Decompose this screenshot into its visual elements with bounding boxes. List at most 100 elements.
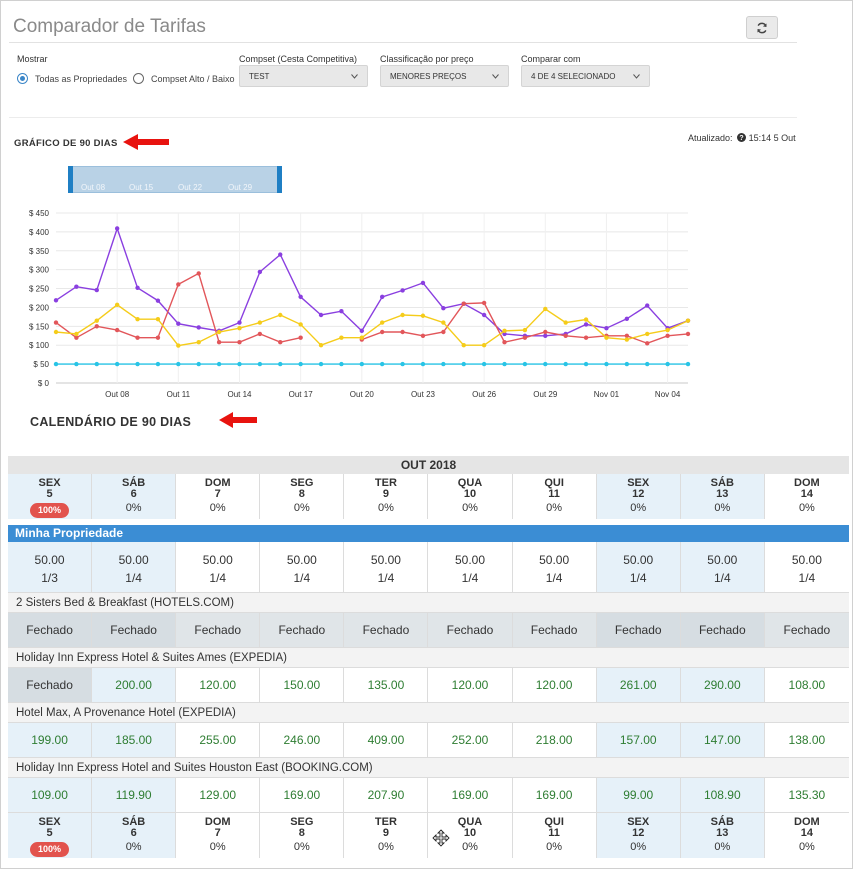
series-point xyxy=(176,361,181,367)
rate-cell[interactable]: 255.00 xyxy=(176,723,261,758)
rate-cell[interactable]: 99.00 xyxy=(596,778,681,813)
rate-cell[interactable]: 108.90 xyxy=(680,778,765,813)
series-point xyxy=(176,321,181,326)
refresh-button[interactable] xyxy=(746,16,778,39)
series-point xyxy=(481,300,487,306)
day-cell[interactable]: SEX 12 0% xyxy=(596,474,681,519)
compare-select[interactable]: 4 DE 4 SELECIONADO xyxy=(521,65,650,87)
rate-cell[interactable]: 120.00 xyxy=(512,668,597,703)
rate-cell[interactable]: 199.00 xyxy=(8,723,93,758)
day-cell[interactable]: DOM 7 0% xyxy=(176,474,261,519)
day-cell[interactable]: DOM 14 0% xyxy=(765,813,849,858)
series-point xyxy=(379,320,385,325)
my-rate-cell[interactable]: 50.00 1/4 xyxy=(764,542,849,593)
radio-all-properties[interactable]: Todas as Propriedades xyxy=(17,73,127,84)
my-rate-cell[interactable]: 50.00 1/4 xyxy=(512,542,597,593)
day-cell[interactable]: QUI 11 0% xyxy=(513,474,597,519)
series-point xyxy=(94,287,99,293)
my-rate-cell[interactable]: 50.00 1/4 xyxy=(428,542,513,593)
day-cell[interactable]: SÁB 6 0% xyxy=(92,474,177,519)
occupancy-percent: 0% xyxy=(209,502,226,514)
range-navigator[interactable]: Out 08 Out 15 Out 22 Out 29 xyxy=(68,166,282,193)
closed-cell[interactable]: Fechado xyxy=(8,668,93,703)
rate-cell[interactable]: 246.00 xyxy=(260,723,345,758)
day-cell[interactable]: SÁB 6 0% xyxy=(92,813,177,858)
day-cell[interactable]: QUA 10 0% xyxy=(428,474,513,519)
series-point xyxy=(53,361,59,367)
rate-cell[interactable]: 409.00 xyxy=(344,723,429,758)
my-rate-cell[interactable]: 50.00 1/4 xyxy=(680,542,765,593)
closed-cell[interactable]: Fechado xyxy=(344,613,429,648)
closed-cell[interactable]: Fechado xyxy=(764,613,849,648)
question-circle-icon[interactable]: ? xyxy=(737,133,747,142)
day-cell[interactable]: SEG 8 0% xyxy=(260,474,345,519)
x-tick-label: Out 08 xyxy=(105,390,130,399)
day-of-week: DOM xyxy=(794,816,820,828)
rate-cell[interactable]: 290.00 xyxy=(680,668,765,703)
rate-cell[interactable]: 169.00 xyxy=(260,778,345,813)
rate-cell[interactable]: 135.00 xyxy=(344,668,429,703)
rate-cell[interactable]: 261.00 xyxy=(596,668,681,703)
rate-cell[interactable]: 109.00 xyxy=(8,778,93,813)
hotel-rate-row: 199.00 185.00 255.00 246.00 409.00 252.00 218.… xyxy=(8,723,849,758)
rate-cell[interactable]: 108.00 xyxy=(764,668,849,703)
day-cell[interactable]: SEX 5 100% xyxy=(8,474,93,519)
day-cell[interactable]: QUI 11 0% xyxy=(513,813,597,858)
rate-cell[interactable]: 252.00 xyxy=(428,723,513,758)
range-handle-right[interactable] xyxy=(277,166,282,193)
range-handle-left[interactable] xyxy=(68,166,73,193)
closed-cell[interactable]: Fechado xyxy=(596,613,681,648)
closed-cell[interactable]: Fechado xyxy=(176,613,261,648)
my-rate-cell[interactable]: 50.00 1/4 xyxy=(260,542,345,593)
series-point xyxy=(461,361,466,367)
my-rate-value: 50.00 xyxy=(370,553,401,567)
range-label: Out 15 xyxy=(129,183,154,192)
my-rate-ratio: 1/4 xyxy=(209,571,227,585)
day-cell[interactable]: DOM 7 0% xyxy=(176,813,261,858)
rate-cell[interactable]: 200.00 xyxy=(92,668,177,703)
my-rate-cell[interactable]: 50.00 1/4 xyxy=(344,542,429,593)
rate-cell[interactable]: 157.00 xyxy=(596,723,681,758)
day-cell[interactable]: QUA 10 0% xyxy=(428,813,513,858)
day-number: 8 xyxy=(298,488,305,500)
rate-cell[interactable]: 120.00 xyxy=(176,668,261,703)
rate-cell[interactable]: 138.00 xyxy=(764,723,849,758)
my-rate-cell[interactable]: 50.00 1/4 xyxy=(92,542,177,593)
rate-cell[interactable]: 135.30 xyxy=(764,778,849,813)
closed-cell[interactable]: Fechado xyxy=(92,613,177,648)
day-cell[interactable]: SÁB 13 0% xyxy=(680,813,765,858)
day-cell[interactable]: SEG 8 0% xyxy=(260,813,345,858)
my-rate-cell[interactable]: 50.00 1/3 xyxy=(8,542,93,593)
classification-select[interactable]: MENORES PREÇOS xyxy=(380,65,509,87)
rate-cell[interactable]: 169.00 xyxy=(512,778,597,813)
radio-compset-high-low[interactable]: Compset Alto / Baixo xyxy=(133,73,235,84)
day-cell[interactable]: SÁB 13 0% xyxy=(680,474,765,519)
day-cell[interactable]: SEX 12 0% xyxy=(596,813,681,858)
day-cell[interactable]: SEX 5 100% xyxy=(8,813,93,858)
rate-cell[interactable]: 150.00 xyxy=(260,668,345,703)
y-tick-label: $ 50 xyxy=(33,360,49,369)
occupancy-percent: 0% xyxy=(293,502,310,514)
day-cell[interactable]: DOM 14 0% xyxy=(765,474,849,519)
day-cell[interactable]: TER 9 0% xyxy=(344,474,429,519)
rate-cell[interactable]: 185.00 xyxy=(92,723,177,758)
rate-cell[interactable]: 120.00 xyxy=(428,668,513,703)
rate-cell[interactable]: 218.00 xyxy=(512,723,597,758)
my-rate-cell[interactable]: 50.00 1/4 xyxy=(176,542,261,593)
series-point xyxy=(216,329,222,335)
closed-cell[interactable]: Fechado xyxy=(260,613,345,648)
closed-cell[interactable]: Fechado xyxy=(8,613,93,648)
closed-cell[interactable]: Fechado xyxy=(428,613,513,648)
my-rate-ratio: 1/4 xyxy=(377,571,395,585)
closed-cell[interactable]: Fechado xyxy=(680,613,765,648)
rate-cell[interactable]: 129.00 xyxy=(176,778,261,813)
rate-cell[interactable]: 147.00 xyxy=(680,723,765,758)
rate-cell[interactable]: 119.90 xyxy=(92,778,177,813)
day-cell[interactable]: TER 9 0% xyxy=(344,813,429,858)
rate-cell[interactable]: 169.00 xyxy=(428,778,513,813)
rate-cell[interactable]: 207.90 xyxy=(344,778,429,813)
my-rate-cell[interactable]: 50.00 1/4 xyxy=(596,542,681,593)
closed-cell[interactable]: Fechado xyxy=(512,613,597,648)
y-tick-label: $ 400 xyxy=(29,228,50,237)
compset-select[interactable]: TEST xyxy=(239,65,368,87)
